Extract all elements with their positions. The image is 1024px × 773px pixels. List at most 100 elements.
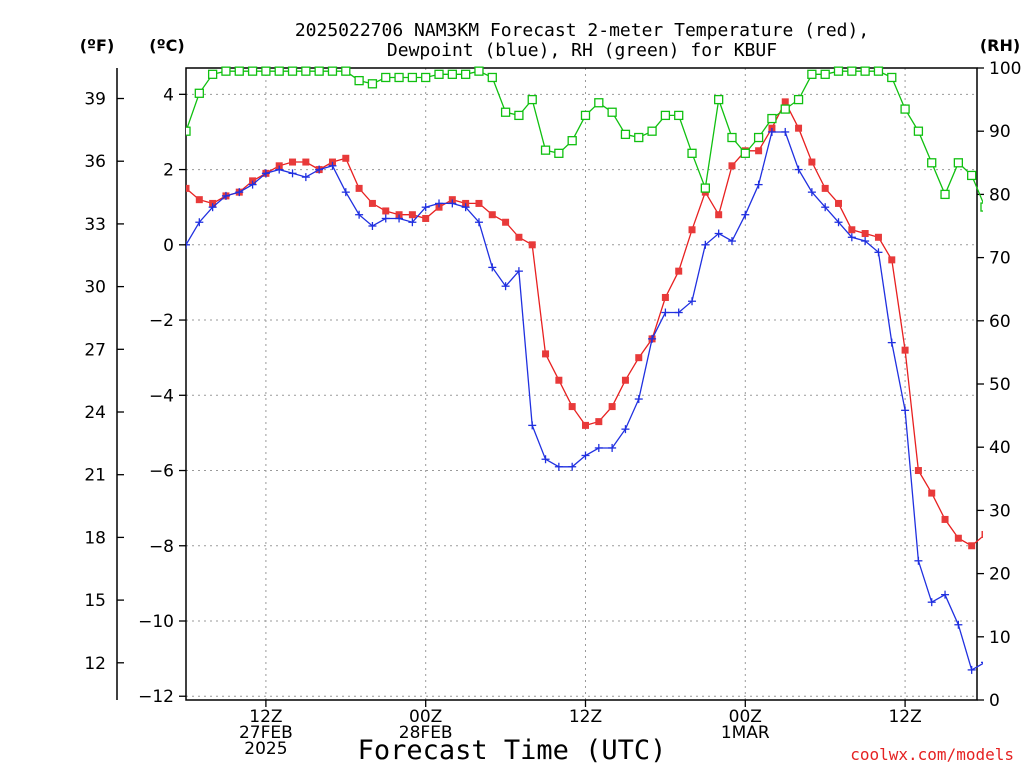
rh-point <box>394 72 404 83</box>
rh-point <box>900 104 910 114</box>
x-tick-label: 2025 <box>244 739 287 759</box>
dewpoint-point <box>261 169 270 178</box>
fahrenheit-tick-label: 12 <box>84 654 106 674</box>
rh-point <box>980 202 983 212</box>
temperature-point <box>368 199 376 207</box>
chart-title-line2: Dewpoint (blue), RH (green) for KBUF <box>387 40 777 61</box>
temperature-point <box>186 184 190 192</box>
dewpoint-point <box>608 443 617 452</box>
temperature-point <box>528 241 536 249</box>
dewpoint-point <box>208 203 217 212</box>
dewpoint-point <box>355 210 364 219</box>
rh-point <box>820 69 830 79</box>
dewpoint-point <box>195 218 204 227</box>
rh-point <box>953 158 964 168</box>
dewpoint-point <box>488 263 497 272</box>
dewpoint-point <box>794 165 803 174</box>
celsius-tick-label: −6 <box>149 462 174 482</box>
rh-tick-label: 50 <box>989 375 1011 395</box>
temperature-point <box>581 421 589 429</box>
dewpoint-point <box>395 214 404 223</box>
temperature-point <box>595 418 603 426</box>
x-tick-label: 12Z <box>569 707 602 727</box>
dewpoint-point <box>568 462 577 471</box>
dewpoint-point <box>927 598 936 607</box>
dewpoint-point <box>435 199 444 208</box>
temperature-point <box>608 403 616 411</box>
dewpoint-point <box>381 214 390 223</box>
temperature-point <box>808 158 816 166</box>
dewpoint-point <box>581 451 590 460</box>
rh-point <box>554 148 564 158</box>
rh-point <box>186 126 191 136</box>
rh-point <box>274 66 284 76</box>
rh-point <box>780 104 790 114</box>
temperature-point <box>661 293 669 301</box>
fahrenheit-tick-label: 21 <box>84 466 106 486</box>
celsius-tick-label: −2 <box>149 311 174 331</box>
dewpoint-point <box>275 165 284 174</box>
dewpoint-point <box>688 297 697 306</box>
temperature-point <box>954 534 962 542</box>
rh-point <box>447 69 457 79</box>
tick-labels: 420−2−4−6−8−10−1239363330272421181512100… <box>84 59 1021 759</box>
dewpoint-point <box>235 188 244 197</box>
rh-point <box>381 72 391 83</box>
rh-point <box>301 66 311 76</box>
celsius-tick-label: 4 <box>163 85 174 105</box>
dewpoint-point <box>741 210 750 219</box>
dewpoint-point <box>954 620 963 629</box>
x-tick-label: 00Z <box>729 707 762 727</box>
dewpoint-point <box>821 203 830 212</box>
rh-point <box>767 113 777 124</box>
dewpoint-point <box>514 267 523 276</box>
rh-point <box>740 148 750 158</box>
fahrenheit-tick-label: 27 <box>84 340 106 360</box>
rh-tick-label: 70 <box>989 249 1011 269</box>
temperature-point <box>728 162 736 170</box>
dewpoint-point <box>341 188 350 197</box>
rh-tick-label: 30 <box>989 501 1011 521</box>
rh-tick-label: 0 <box>989 691 1000 711</box>
dewpoint-point <box>767 127 776 136</box>
rh-point <box>700 183 710 193</box>
temperature-point <box>781 98 789 106</box>
temperature-point <box>835 199 843 207</box>
rh-point <box>367 79 378 89</box>
x-axis-title: Forecast Time (UTC) <box>358 735 667 766</box>
temperature-point <box>342 154 350 162</box>
temperature-point <box>621 376 629 384</box>
rh-unit-label: (RH) <box>980 36 1020 55</box>
rh-point <box>194 88 204 98</box>
fahrenheit-tick-label: 18 <box>84 528 106 548</box>
rh-point <box>580 110 591 121</box>
temperature-point <box>941 515 949 523</box>
dewpoint-point <box>554 462 563 471</box>
rh-point <box>514 110 524 121</box>
rh-point <box>421 72 431 83</box>
rh-point <box>527 94 537 105</box>
dewpoint-point <box>874 248 883 257</box>
dewpoint-point <box>288 169 297 178</box>
fahrenheit-tick-label: 30 <box>84 278 106 298</box>
rh-point <box>860 66 870 76</box>
temperature-point <box>502 218 510 226</box>
dewpoint-point <box>328 161 337 170</box>
dewpoint-point <box>847 233 856 242</box>
rh-point <box>927 158 937 168</box>
rh-tick-label: 40 <box>989 438 1011 458</box>
chart-title-line1: 2025022706 NAM3KM Forecast 2-meter Tempe… <box>295 20 869 41</box>
dewpoint-point <box>674 308 683 317</box>
rh-tick-label: 90 <box>989 122 1011 142</box>
temperature-point <box>848 226 856 234</box>
temperature-point <box>821 184 829 192</box>
rh-point <box>753 132 764 143</box>
rh-point <box>674 110 684 121</box>
dewpoint-point <box>421 203 430 212</box>
temperature-point <box>928 489 936 497</box>
rh-point <box>727 132 737 143</box>
temperature-point <box>901 346 909 354</box>
dewpoint-point <box>661 308 670 317</box>
rh-point <box>327 66 338 76</box>
